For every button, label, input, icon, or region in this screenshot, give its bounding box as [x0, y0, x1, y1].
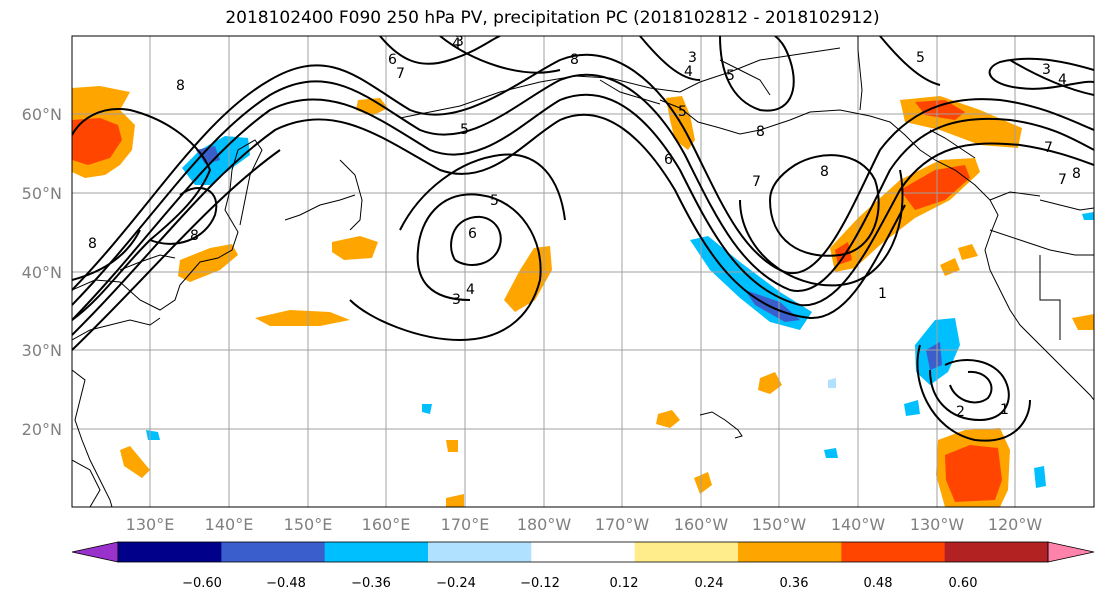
colorbar-tick-label: 0.60	[949, 576, 978, 591]
contour-label: 8	[756, 124, 765, 140]
contour-label: 7	[1058, 172, 1067, 188]
longitude-labels: 130°E 140°E 150°E 160°E 170°E 180°W 170°…	[126, 515, 1043, 534]
colorbar-extend-max	[1047, 541, 1095, 563]
lon-label: 120°W	[988, 515, 1043, 534]
contour-label: 5	[678, 104, 687, 120]
colorbar-tick-label: 0.24	[695, 576, 724, 591]
lat-label: 20°N	[22, 420, 62, 439]
colorbar-tick-label: −0.36	[351, 576, 391, 591]
contour-label: 5	[460, 122, 469, 138]
colorbar-tick-label: −0.60	[182, 576, 222, 591]
contour-label: 3	[688, 50, 697, 66]
lon-label: 180°W	[517, 515, 572, 534]
contour-label: 3	[1042, 62, 1051, 78]
lat-label: 40°N	[22, 263, 62, 282]
colorbar-extend-min	[71, 541, 119, 563]
contour-label: 7	[1044, 140, 1053, 156]
colorbar-tick-label: −0.12	[520, 576, 560, 591]
map-layer: 8 7 6 4 3 8 8 5 6 5 4 3 8 6 5 4 3 8 7 8 …	[72, 34, 1094, 507]
contour-label: 1	[1000, 402, 1009, 418]
contour-label: 8	[88, 236, 97, 252]
contour-label: 2	[956, 404, 965, 420]
colorbar-segment	[428, 542, 532, 562]
gridlines	[72, 36, 1094, 507]
contour-label: 3	[455, 34, 464, 50]
contour-label: 8	[190, 228, 199, 244]
colorbar-tick-label: 0.48	[864, 576, 893, 591]
lat-label: 30°N	[22, 341, 62, 360]
contour-label: 7	[752, 174, 761, 190]
pv-contours	[72, 36, 1094, 442]
colorbar	[71, 541, 1095, 563]
contour-label: 4	[466, 282, 475, 298]
contour-label: 4	[1058, 72, 1067, 88]
lat-label: 50°N	[22, 184, 62, 203]
contour-label: 6	[468, 226, 477, 242]
colorbar-segment	[634, 542, 739, 562]
colorbar-tick-label: −0.24	[436, 576, 476, 591]
contour-label: 5	[490, 193, 499, 209]
lon-label: 130°W	[910, 515, 965, 534]
contour-label: 6	[664, 152, 673, 168]
contour-label: 4	[684, 64, 693, 80]
contour-label: 5	[916, 50, 925, 66]
lon-label: 150°W	[752, 515, 807, 534]
contour-labels: 8 7 6 4 3 8 8 5 6 5 4 3 8 6 5 4 3 8 7 8 …	[88, 34, 1081, 420]
colorbar-tick-label: −0.48	[266, 576, 306, 591]
lon-label: 160°W	[674, 515, 729, 534]
contour-label: 8	[820, 164, 829, 180]
contour-label: 8	[1072, 166, 1081, 182]
colorbar-tick-label: 0.12	[610, 576, 639, 591]
lon-label: 140°E	[205, 515, 254, 534]
map-frame	[71, 35, 1095, 508]
colorbar-segment	[944, 542, 1049, 562]
lon-label: 170°W	[595, 515, 650, 534]
precip-negative-shading	[146, 136, 1094, 488]
contour-label: 8	[570, 52, 579, 68]
colorbar-segment	[531, 542, 636, 562]
lon-label: 140°W	[831, 515, 886, 534]
contour-label: 3	[452, 292, 461, 308]
contour-label: 7	[396, 66, 405, 82]
lon-label: 130°E	[126, 515, 175, 534]
figure-title: 2018102400 F090 250 hPa PV, precipitatio…	[225, 8, 880, 28]
latitude-labels: 60°N 50°N 40°N 30°N 20°N	[22, 105, 62, 439]
colorbar-tick-labels: −0.60 −0.48 −0.36 −0.24 −0.12 0.12 0.24 …	[182, 576, 977, 591]
contour-label: 5	[726, 68, 735, 84]
contour-label: 4	[452, 36, 461, 52]
lon-label: 160°E	[362, 515, 411, 534]
lon-label: 170°E	[441, 515, 490, 534]
lat-label: 60°N	[22, 105, 62, 124]
lon-label: 150°E	[284, 515, 333, 534]
colorbar-segment	[324, 542, 429, 562]
contour-label: 8	[176, 78, 185, 94]
contour-label: 6	[388, 52, 397, 68]
colorbar-segment	[118, 542, 222, 562]
colorbar-border	[117, 541, 1049, 563]
colorbar-segment	[221, 542, 326, 562]
colorbar-segment	[841, 542, 946, 562]
colorbar-tick-label: 0.36	[780, 576, 809, 591]
colorbar-segment	[738, 542, 842, 562]
contour-label: 1	[878, 286, 887, 302]
coastlines	[72, 36, 1094, 507]
